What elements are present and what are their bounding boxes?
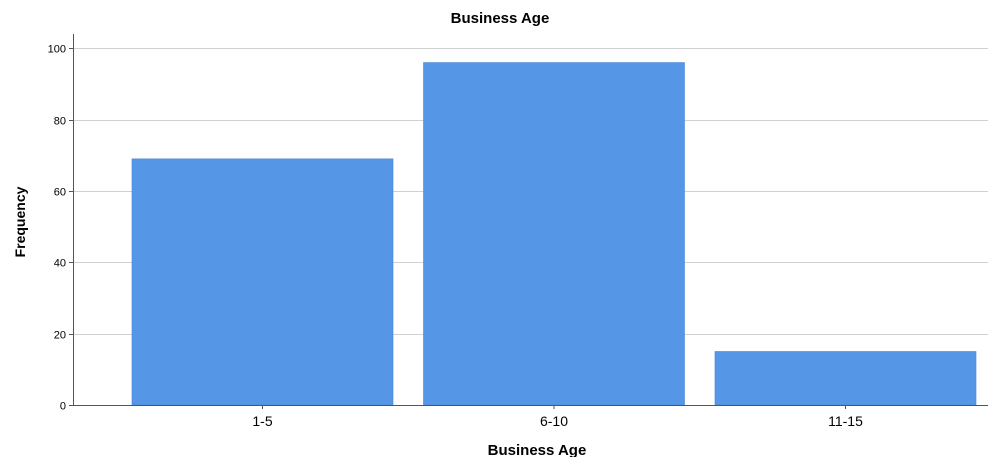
x-tick-label: 1-5 xyxy=(252,413,272,429)
x-tick-labels: 1-5 6-10 11-15 xyxy=(252,405,863,429)
bar-1-5 xyxy=(131,158,394,406)
y-tick-label: 60 xyxy=(54,187,66,199)
bar-11-15 xyxy=(714,351,977,406)
y-tick-label: 0 xyxy=(60,401,66,413)
bars xyxy=(131,62,977,406)
y-tick-label: 80 xyxy=(54,116,66,128)
x-tick-label: 6-10 xyxy=(540,413,568,429)
bar-6-10 xyxy=(423,62,685,406)
x-tick-label: 11-15 xyxy=(828,413,863,429)
y-axis-label: Frequency xyxy=(12,186,28,257)
y-tick-label: 40 xyxy=(54,258,66,270)
y-tick-label: 20 xyxy=(54,330,66,342)
y-tick-label: 100 xyxy=(48,44,66,56)
chart-title: Business Age xyxy=(451,10,550,27)
y-tick-labels: 0 20 40 60 80 100 xyxy=(48,44,73,413)
axes xyxy=(73,34,988,406)
x-axis-label: Business Age xyxy=(488,442,587,457)
